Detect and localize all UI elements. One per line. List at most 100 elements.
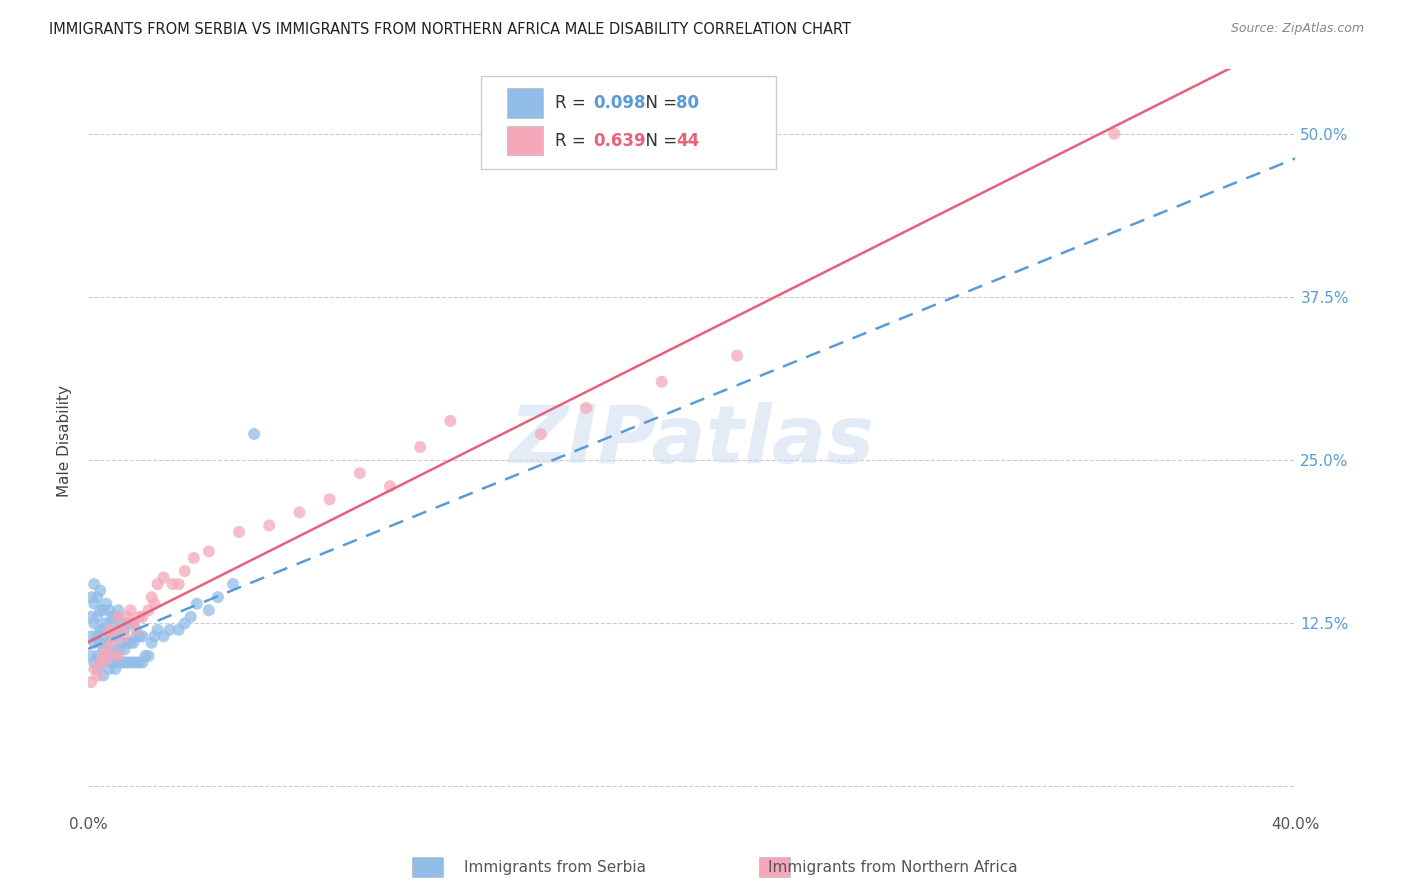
Point [131,656,153,670]
Point [122,656,145,670]
Point [98,648,121,663]
Point [104,662,127,676]
Point [228,524,250,539]
Point [83,662,105,676]
Point [575,401,598,415]
Point [107,609,129,624]
Point [83,597,105,611]
Point [146,623,169,637]
Point [107,648,129,663]
Text: R =: R = [555,132,592,150]
Text: N =: N = [636,95,682,112]
Point [101,629,124,643]
Point [143,597,166,611]
Point [120,636,142,650]
Point [349,466,371,480]
Point [101,656,124,670]
Point [207,590,229,604]
Point [101,642,124,657]
Point [117,609,139,624]
Point [104,609,127,624]
Point [91,648,114,663]
Text: ZIPatlas: ZIPatlas [509,401,875,480]
Point [128,656,150,670]
Point [141,590,163,604]
Text: Immigrants from Serbia: Immigrants from Serbia [464,860,647,874]
Point [159,623,181,637]
Text: 0.098: 0.098 [593,95,645,112]
Point [98,603,121,617]
Point [439,414,461,428]
Point [86,662,108,676]
Point [138,603,160,617]
Point [180,609,202,624]
Point [125,629,148,643]
Point [89,623,111,637]
Point [117,636,139,650]
Point [152,629,174,643]
Point [107,603,129,617]
Point [91,668,114,682]
Point [86,648,108,663]
Point [122,616,145,631]
Point [138,648,160,663]
Point [98,662,121,676]
Point [1104,127,1126,141]
Point [146,577,169,591]
Point [134,648,156,663]
Point [112,642,135,657]
Point [117,656,139,670]
Text: 80: 80 [676,95,699,112]
Point [131,609,153,624]
Point [83,636,105,650]
Point [378,479,401,493]
Point [110,616,132,631]
Point [120,656,142,670]
Text: Immigrants from Northern Africa: Immigrants from Northern Africa [768,860,1018,874]
Point [112,656,135,670]
Point [128,629,150,643]
Point [167,577,190,591]
FancyBboxPatch shape [508,126,543,155]
Point [243,427,266,442]
Point [80,675,103,690]
Point [96,642,118,657]
Point [98,623,121,637]
Point [120,603,142,617]
Point [83,656,105,670]
Point [107,642,129,657]
Point [110,636,132,650]
Point [101,636,124,650]
Point [86,609,108,624]
Point [91,656,114,670]
Point [162,577,184,591]
Point [89,583,111,598]
Text: R =: R = [555,95,592,112]
Text: N =: N = [636,132,682,150]
Point [530,427,553,442]
Point [128,609,150,624]
Point [101,609,124,624]
Point [141,636,163,650]
Point [104,648,127,663]
Point [222,577,245,591]
Point [112,629,135,643]
Point [86,629,108,643]
Point [173,564,195,578]
Point [198,603,221,617]
Point [651,375,673,389]
Point [86,668,108,682]
Point [80,590,103,604]
Text: 44: 44 [676,132,699,150]
Point [91,656,114,670]
Point [198,544,221,558]
Text: 0.639: 0.639 [593,132,645,150]
Point [107,623,129,637]
Point [83,616,105,631]
Point [409,440,432,454]
Point [91,623,114,637]
Point [173,616,195,631]
Point [96,616,118,631]
Point [125,656,148,670]
Point [125,623,148,637]
